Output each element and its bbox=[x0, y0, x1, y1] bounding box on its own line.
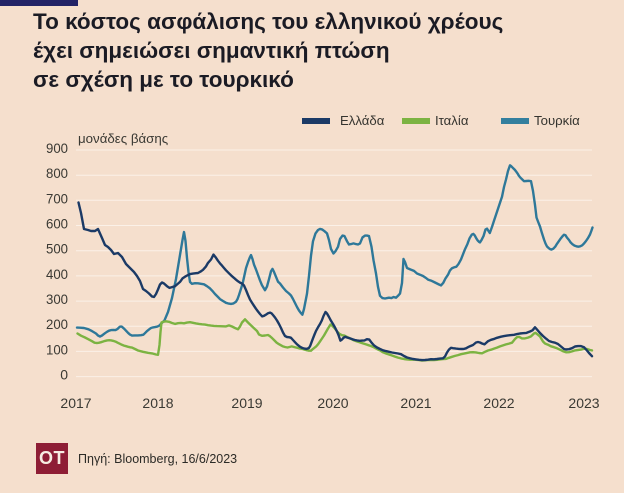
svg-text:2023: 2023 bbox=[568, 395, 599, 411]
svg-text:2018: 2018 bbox=[142, 395, 173, 411]
svg-text:2019: 2019 bbox=[231, 395, 262, 411]
svg-text:2021: 2021 bbox=[400, 395, 431, 411]
svg-text:800: 800 bbox=[46, 165, 68, 181]
svg-text:400: 400 bbox=[46, 266, 68, 282]
svg-text:500: 500 bbox=[46, 241, 68, 257]
svg-text:200: 200 bbox=[46, 316, 68, 332]
svg-text:2020: 2020 bbox=[317, 395, 348, 411]
svg-text:100: 100 bbox=[46, 341, 68, 357]
svg-text:300: 300 bbox=[46, 291, 68, 307]
svg-text:0: 0 bbox=[60, 367, 68, 383]
svg-text:900: 900 bbox=[46, 140, 68, 156]
svg-text:600: 600 bbox=[46, 216, 68, 232]
svg-text:2022: 2022 bbox=[483, 395, 514, 411]
svg-text:2017: 2017 bbox=[60, 395, 91, 411]
svg-text:700: 700 bbox=[46, 190, 68, 206]
